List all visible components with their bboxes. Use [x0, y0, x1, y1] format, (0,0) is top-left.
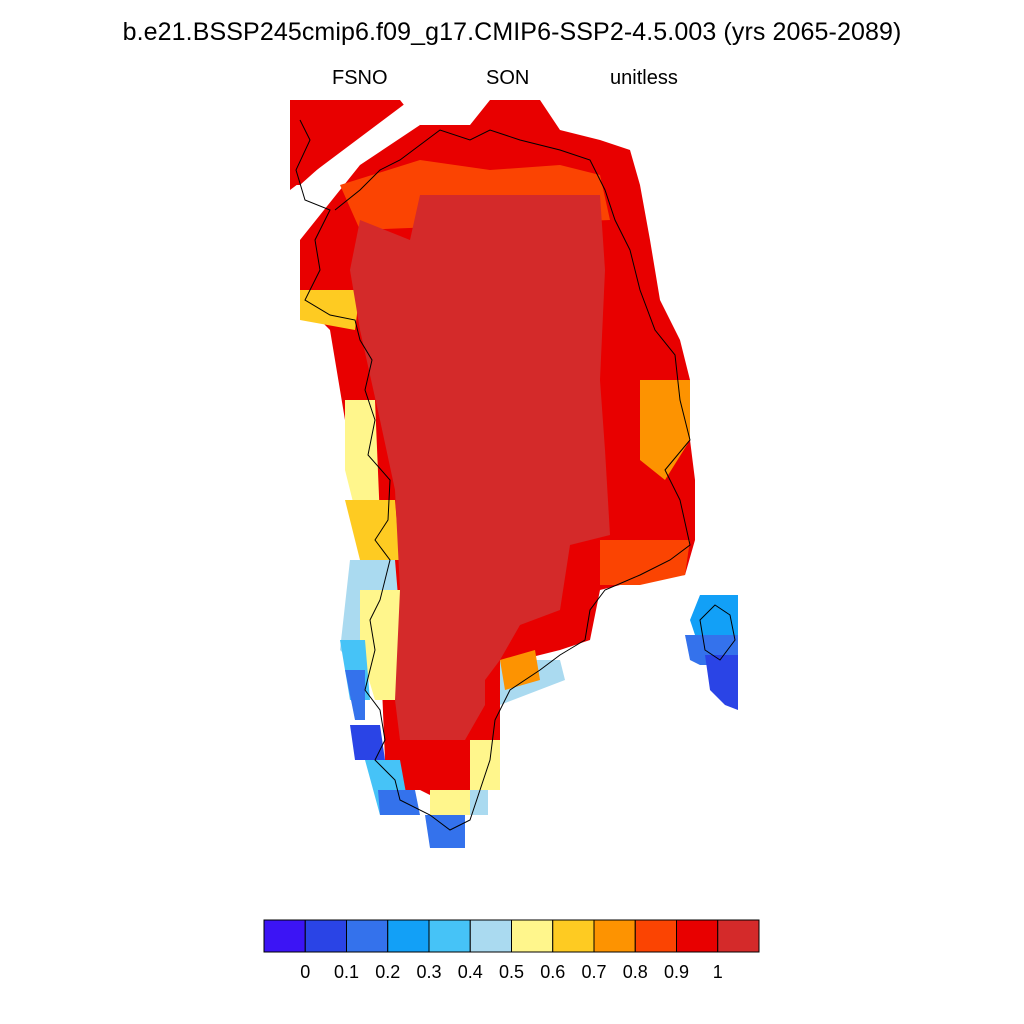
region-south-end-yellow [430, 790, 470, 815]
colorbar-tick-label: 0.8 [622, 962, 648, 982]
colorbar-tick-label: 0 [300, 962, 311, 982]
region-southeast-yellow [470, 740, 500, 790]
colorbar-swatch [428, 919, 471, 953]
region-east-coast-red-orange [600, 540, 690, 585]
plot-title: b.e21.BSSP245cmip6.f09_g17.CMIP6-SSP2-4.… [122, 18, 902, 46]
colorbar-swatch [387, 919, 430, 953]
units-label: unitless [610, 67, 678, 89]
colorbar-tick-label: 0.6 [540, 962, 566, 982]
colorbar [263, 919, 760, 953]
colorbar-tick-label: 0.9 [663, 962, 690, 982]
greenland-field [290, 100, 695, 848]
colorbar-tick-label: 1 [712, 962, 723, 982]
region-south-tip-deep [378, 790, 420, 815]
colorbar-swatch [593, 919, 636, 953]
colorbar-swatch [346, 919, 389, 953]
colorbar-tick-label: 0.7 [581, 962, 607, 982]
colorbar-swatch [717, 919, 760, 953]
coastline-iceland [699, 604, 736, 661]
region-west-orange-2 [345, 500, 400, 560]
colorbar-swatch [634, 919, 677, 953]
colorbar-swatch [552, 919, 595, 953]
region-west-coast-yellow [345, 400, 380, 530]
variable-label: FSNO [332, 67, 388, 89]
colorbar-swatch [511, 919, 554, 953]
iceland-field [685, 595, 738, 710]
colorbar-tick-label: 0.5 [498, 962, 525, 982]
region-southwest-blue-2 [345, 670, 365, 720]
colorbar-swatch [469, 919, 512, 953]
region-southeast-orange [500, 650, 540, 690]
region-northwest-strip [290, 100, 395, 185]
colorbar-swatch [263, 919, 306, 953]
coastline [295, 119, 691, 831]
region-interior-ice [350, 195, 610, 740]
northwest-gap [290, 100, 420, 240]
colorbar-swatch [304, 919, 347, 953]
region-south-end-light [470, 790, 488, 815]
season-label: SON [486, 67, 530, 89]
colorbar-tick-label: 0.2 [375, 962, 401, 982]
region-south-end-blue [425, 815, 465, 848]
region-south-tip-blue [350, 725, 385, 760]
colorbar-tick-label: 0.1 [333, 962, 360, 982]
colorbar-tick-label: 0.4 [457, 962, 483, 982]
colorbar-swatch [676, 919, 719, 953]
region-southwest-yellow [360, 590, 400, 700]
region-west-coast-orange [300, 290, 360, 330]
colorbar-tick-label: 0.3 [416, 962, 442, 982]
iceland-blue-deep [705, 655, 738, 710]
